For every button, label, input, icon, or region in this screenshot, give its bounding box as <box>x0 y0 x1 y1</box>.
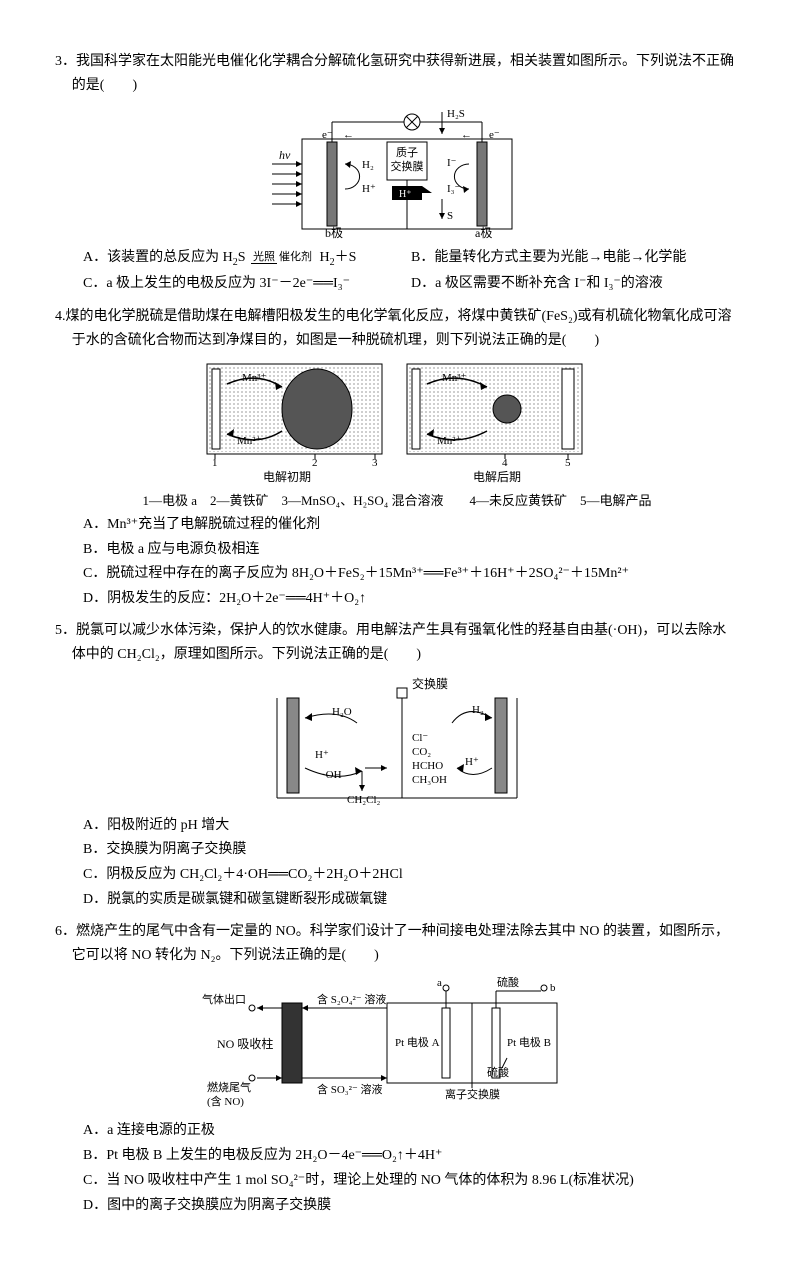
q5-co2: CO₂ <box>412 746 431 758</box>
q6-options: A．a 连接电源的正极 B．Pt 电极 B 上发生的电极反应为 2H₂O－4e⁻… <box>55 1119 739 1217</box>
q6-text: 燃烧产生的尾气中含有一定量的 NO。科学家们设计了一种间接电处理法除去其中 NO… <box>72 924 729 963</box>
q6-so3: 含 SO₃²⁻ 溶液 <box>317 1082 383 1096</box>
q3-stem: 3．我国科学家在太阳能光电催化化学耦合分解硫化氢研究中获得新进展，相关装置如图所… <box>55 50 739 98</box>
svg-text:←: ← <box>461 129 472 141</box>
q6-a: a <box>437 977 442 989</box>
q5-text: 脱氯可以减少水体污染，保护人的饮水健康。用电解法产生具有强氧化性的羟基自由基(·… <box>72 623 726 662</box>
q5-optB: B．交换膜为阴离子交换膜 <box>83 838 739 862</box>
q3-e2: e⁻ <box>489 129 500 141</box>
q4-capL: 电解初期 <box>263 470 311 484</box>
q6-ptA: Pt 电极 A <box>395 1035 440 1049</box>
q4-optC: C．脱硫过程中存在的离子反应为 8H₂O＋FeS₂＋15Mn³⁺══Fe³⁺＋1… <box>83 562 739 586</box>
q4-mn3-r: Mn³⁺ <box>442 372 467 384</box>
q6-abs: NO 吸收柱 <box>217 1036 273 1051</box>
question-3: 3．我国科学家在太阳能光电催化化学耦合分解硫化氢研究中获得新进展，相关装置如图所… <box>55 50 739 297</box>
q6-s2o4: 含 S₂O₄²⁻ 溶液 <box>317 992 386 1006</box>
q5-stem: 5．脱氯可以减少水体污染，保护人的饮水健康。用电解法产生具有强氧化性的羟基自由基… <box>55 619 739 667</box>
q6-h2so4-1: 硫酸 <box>497 975 519 989</box>
q3-h2s: H₂S <box>447 108 465 120</box>
q4-stem: 4.煤的电化学脱硫是借助煤在电解槽阳极发生的电化学氧化反应，将煤中黄铁矿(FeS… <box>55 305 739 353</box>
q4-options: A．Mn³⁺充当了电解脱硫过程的催化剂 B．电极 a 应与电源负极相连 C．脱硫… <box>55 513 739 611</box>
q6-stem: 6．燃烧产生的尾气中含有一定量的 NO。科学家们设计了一种间接电处理法除去其中 … <box>55 920 739 968</box>
q4-optB: B．电极 a 应与电源负极相连 <box>83 538 739 562</box>
q5-optC: C．阴极反应为 CH₂Cl₂＋4·OH══CO₂＋2H₂O＋2HCl <box>83 863 739 887</box>
q4-capR: 电解后期 <box>473 470 521 484</box>
q3-num: 3． <box>55 54 76 69</box>
q3-S: S <box>447 210 453 222</box>
q5-optD: D．脱氯的实质是碳氯键和碳氢键断裂形成碳氧键 <box>83 888 739 912</box>
q3-Hpm: H⁺ <box>399 189 412 200</box>
q3-b: b极 <box>325 226 343 239</box>
q4-optD: D．阴极发生的反应：2H₂O＋2e⁻══4H⁺＋O₂↑ <box>83 587 739 611</box>
q5-hcho: HCHO <box>412 760 443 772</box>
q6-b: b <box>550 982 556 994</box>
q6-tail2: (含 NO) <box>207 1094 244 1108</box>
q3-mem1: 质子 <box>396 146 418 159</box>
q6-optD: D．图中的离子交换膜应为阴离子交换膜 <box>83 1194 739 1218</box>
q5-mem: 交换膜 <box>412 676 448 691</box>
q5-figure: 交换膜 H₂O H⁺ ·OH CH₂Cl₂ Cl⁻ CO₂ HCHO CH₃OH… <box>55 673 739 808</box>
q6-h2so4-2: 硫酸 <box>487 1065 509 1079</box>
q6-num: 6． <box>55 924 76 939</box>
q5-num: 5． <box>55 623 76 638</box>
q3-Im: I⁻ <box>447 157 457 169</box>
q5-hp: H⁺ <box>315 749 329 761</box>
q3-figure: 质子 交换膜 e⁻ e⁻ ← ← H₂S hν <box>55 104 739 239</box>
question-6: 6．燃烧产生的尾气中含有一定量的 NO。科学家们设计了一种间接电处理法除去其中 … <box>55 920 739 1218</box>
q4-optA: A．Mn³⁺充当了电解脱硫过程的催化剂 <box>83 513 739 537</box>
q5-ch3oh: CH₃OH <box>412 774 447 786</box>
q4-num: 4. <box>55 309 66 324</box>
q6-tail1: 燃烧尾气 <box>207 1080 251 1094</box>
q3-optD: D．a 极区需要不断补充含 I⁻和 I₃⁻的溶液 <box>411 272 739 296</box>
q3-a: a极 <box>475 226 492 239</box>
svg-text:←: ← <box>343 129 354 141</box>
q4-mn2-r: Mn²⁺ <box>437 435 462 447</box>
q6-out: 气体出口 <box>202 992 246 1006</box>
q6-mem: 离子交换膜 <box>445 1087 500 1101</box>
q6-optC: C．当 NO 吸收柱中产生 1 mol SO₄²⁻时，理论上处理的 NO 气体的… <box>83 1169 739 1193</box>
q5-cl: Cl⁻ <box>412 732 428 744</box>
q3-optB: B．能量转化方式主要为光能→电能→化学能 <box>411 246 739 271</box>
q3-optC: C．a 极上发生的电极反应为 3I⁻－2e⁻══I₃⁻ <box>83 272 411 296</box>
q4-text: 煤的电化学脱硫是借助煤在电解槽阳极发生的电化学氧化反应，将煤中黄铁矿(FeS₂)… <box>66 309 732 348</box>
q4-legend: 1—电极 a 2—黄铁矿 3—MnSO₄、H₂SO₄ 混合溶液 4—未反应黄铁矿… <box>55 490 739 512</box>
q5-h2: H₂ <box>472 704 484 716</box>
q6-optA: A．a 连接电源的正极 <box>83 1119 739 1143</box>
q5-ch2cl2: CH₂Cl₂ <box>347 794 381 806</box>
q3-I3: I₃⁻ <box>447 183 460 195</box>
q3-Hpl: H⁺ <box>362 183 376 195</box>
q3-text: 我国科学家在太阳能光电催化化学耦合分解硫化氢研究中获得新进展，相关装置如图所示。… <box>72 54 734 93</box>
q6-figure: 气体出口 NO 吸收柱 燃烧尾气 (含 NO) 含 S₂O₄²⁻ 溶液 含 SO… <box>55 973 739 1113</box>
q4-figure: Mn³⁺ Mn²⁺ 1 2 3 电解初期 Mn³⁺ Mn²⁺ 4 5 <box>55 359 739 484</box>
question-4: 4.煤的电化学脱硫是借助煤在电解槽阳极发生的电化学氧化反应，将煤中黄铁矿(FeS… <box>55 305 739 611</box>
q5-hp2: H⁺ <box>465 756 479 768</box>
q5-h2o: H₂O <box>332 706 352 718</box>
q4-mn3-l: Mn³⁺ <box>242 372 267 384</box>
q3-optA: A．该装置的总反应为 H2S 光照催化剂 H2＋S <box>83 246 411 271</box>
q3-hv: hν <box>279 148 291 162</box>
q6-optB: B．Pt 电极 B 上发生的电极反应为 2H₂O－4e⁻══O₂↑＋4H⁺ <box>83 1144 739 1168</box>
q3-H2: H₂ <box>362 159 374 171</box>
q5-options: A．阳极附近的 pH 增大 B．交换膜为阴离子交换膜 C．阴极反应为 CH₂Cl… <box>55 814 739 912</box>
q3-mem2: 交换膜 <box>391 159 424 173</box>
q3-e1: e⁻ <box>322 129 333 141</box>
question-5: 5．脱氯可以减少水体污染，保护人的饮水健康。用电解法产生具有强氧化性的羟基自由基… <box>55 619 739 912</box>
q3-options: A．该装置的总反应为 H2S 光照催化剂 H2＋S B．能量转化方式主要为光能→… <box>55 245 739 298</box>
q6-ptB: Pt 电极 B <box>507 1035 551 1049</box>
q4-mn2-l: Mn²⁺ <box>237 435 262 447</box>
q5-optA: A．阳极附近的 pH 增大 <box>83 814 739 838</box>
q5-oh: ·OH <box>322 769 342 781</box>
